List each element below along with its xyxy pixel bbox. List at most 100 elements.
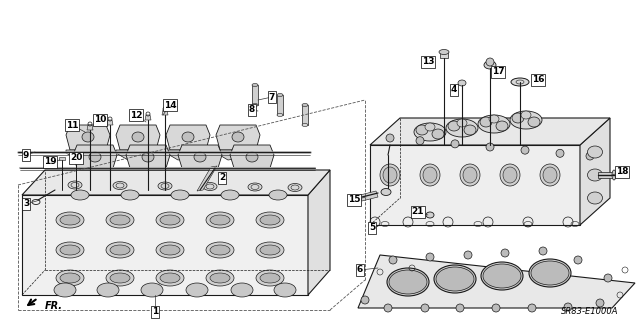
Ellipse shape <box>588 192 602 204</box>
Circle shape <box>492 304 500 312</box>
Circle shape <box>574 256 582 264</box>
Ellipse shape <box>274 283 296 297</box>
Polygon shape <box>162 110 168 115</box>
Ellipse shape <box>186 283 208 297</box>
Circle shape <box>501 249 509 257</box>
Text: 21: 21 <box>412 207 424 217</box>
Circle shape <box>451 140 459 148</box>
Text: 20: 20 <box>70 153 82 162</box>
Ellipse shape <box>464 125 476 135</box>
Polygon shape <box>66 125 110 150</box>
Ellipse shape <box>256 242 284 258</box>
Ellipse shape <box>210 245 230 255</box>
Ellipse shape <box>432 129 444 139</box>
Text: 1: 1 <box>152 308 158 316</box>
Text: FR.: FR. <box>45 301 63 311</box>
Ellipse shape <box>256 212 284 228</box>
Ellipse shape <box>425 123 435 131</box>
Ellipse shape <box>210 215 230 225</box>
Polygon shape <box>22 195 308 295</box>
Ellipse shape <box>446 119 478 137</box>
Ellipse shape <box>387 268 429 296</box>
Text: 15: 15 <box>348 196 360 204</box>
Polygon shape <box>598 172 614 178</box>
Ellipse shape <box>389 270 427 294</box>
Polygon shape <box>166 125 210 150</box>
Text: 10: 10 <box>94 115 106 124</box>
Polygon shape <box>216 150 260 160</box>
Circle shape <box>456 304 464 312</box>
Ellipse shape <box>277 93 283 97</box>
Ellipse shape <box>206 212 234 228</box>
Ellipse shape <box>528 117 540 127</box>
Ellipse shape <box>160 245 180 255</box>
Ellipse shape <box>288 183 302 191</box>
Text: 7: 7 <box>269 93 275 101</box>
Text: 8: 8 <box>249 106 255 115</box>
Circle shape <box>389 256 397 264</box>
Ellipse shape <box>458 80 466 86</box>
Ellipse shape <box>463 167 477 183</box>
Ellipse shape <box>252 84 258 86</box>
Polygon shape <box>370 145 580 225</box>
Polygon shape <box>308 170 330 295</box>
Ellipse shape <box>260 215 280 225</box>
Ellipse shape <box>171 190 189 200</box>
Circle shape <box>426 253 434 261</box>
Ellipse shape <box>89 152 101 162</box>
Ellipse shape <box>56 212 84 228</box>
Ellipse shape <box>160 215 180 225</box>
Ellipse shape <box>436 267 474 291</box>
Ellipse shape <box>383 167 397 183</box>
Ellipse shape <box>68 181 82 189</box>
Polygon shape <box>178 145 222 168</box>
Polygon shape <box>197 166 217 191</box>
Ellipse shape <box>460 164 480 186</box>
Polygon shape <box>358 255 635 308</box>
Polygon shape <box>370 118 610 145</box>
Ellipse shape <box>141 283 163 297</box>
Polygon shape <box>116 150 160 160</box>
Ellipse shape <box>156 212 184 228</box>
Ellipse shape <box>448 121 460 131</box>
Ellipse shape <box>113 182 127 189</box>
Ellipse shape <box>97 283 119 297</box>
Circle shape <box>416 137 424 145</box>
Polygon shape <box>166 150 210 160</box>
Polygon shape <box>59 157 65 160</box>
Circle shape <box>556 149 564 157</box>
Ellipse shape <box>510 111 542 129</box>
Ellipse shape <box>194 152 206 162</box>
Ellipse shape <box>420 164 440 186</box>
Ellipse shape <box>232 132 244 142</box>
Text: 9: 9 <box>23 151 29 160</box>
Circle shape <box>528 304 536 312</box>
Circle shape <box>604 274 612 282</box>
Polygon shape <box>66 150 110 160</box>
Text: 14: 14 <box>164 100 176 109</box>
Ellipse shape <box>106 212 134 228</box>
Circle shape <box>384 304 392 312</box>
Ellipse shape <box>489 115 499 123</box>
Text: 18: 18 <box>616 167 628 176</box>
Ellipse shape <box>439 49 449 55</box>
Ellipse shape <box>54 283 76 297</box>
Text: 2: 2 <box>219 174 225 182</box>
Ellipse shape <box>206 242 234 258</box>
Circle shape <box>521 146 529 154</box>
Polygon shape <box>360 191 378 201</box>
Ellipse shape <box>252 103 258 107</box>
Ellipse shape <box>414 123 446 141</box>
Text: 6: 6 <box>357 265 363 275</box>
Ellipse shape <box>156 242 184 258</box>
Ellipse shape <box>380 164 400 186</box>
Ellipse shape <box>110 245 130 255</box>
Ellipse shape <box>457 119 467 127</box>
Text: 17: 17 <box>492 68 504 77</box>
Ellipse shape <box>531 261 569 285</box>
Ellipse shape <box>423 167 437 183</box>
Ellipse shape <box>540 164 560 186</box>
Text: 16: 16 <box>532 76 544 85</box>
Circle shape <box>386 134 394 142</box>
Ellipse shape <box>381 189 391 196</box>
